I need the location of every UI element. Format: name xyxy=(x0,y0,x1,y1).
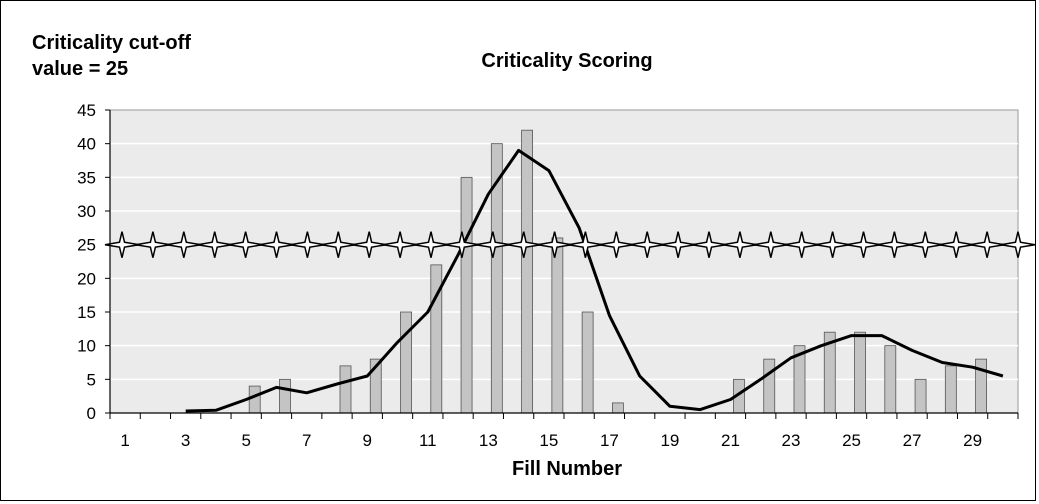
y-axis-ticks: 0 5 10 15 20 25 30 35 40 45 xyxy=(77,101,110,423)
x-tick-label: 11 xyxy=(419,431,437,450)
cutoff-marker xyxy=(722,231,758,258)
x-tick-label: 27 xyxy=(903,431,922,450)
bar xyxy=(944,365,957,414)
bar xyxy=(581,311,594,414)
cutoff-marker xyxy=(166,231,201,258)
x-axis-ticks: 1 3 5 7 9 11 13 15 17 19 21 23 25 27 29 xyxy=(109,413,1019,450)
cutoff-marker xyxy=(537,231,572,258)
x-tick-label: 13 xyxy=(479,431,498,450)
x-tick-label: 23 xyxy=(782,431,801,450)
cutoff-marker xyxy=(290,231,325,258)
cutoff-marker xyxy=(660,231,696,258)
cutoff-annotation-line-1: Criticality cut-off xyxy=(32,32,191,54)
cutoff-marker xyxy=(228,231,263,258)
x-tick-label: 17 xyxy=(600,431,619,450)
cutoff-marker xyxy=(321,231,356,258)
x-tick-label: 21 xyxy=(721,431,740,450)
cutoff-marker xyxy=(784,231,819,258)
cutoff-series xyxy=(104,231,1036,258)
cutoff-marker xyxy=(1000,231,1036,258)
cutoff-marker xyxy=(908,231,943,258)
y-tick-label: 40 xyxy=(77,135,96,154)
cutoff-marker xyxy=(568,231,603,258)
bar xyxy=(612,402,624,414)
x-axis-label: Fill Number xyxy=(511,458,622,480)
bar xyxy=(763,358,776,414)
cutoff-marker xyxy=(382,231,418,258)
y-tick-label: 45 xyxy=(77,101,96,120)
bar xyxy=(914,378,927,414)
bar xyxy=(279,378,291,414)
y-tick-label: 25 xyxy=(77,236,96,255)
y-tick-label: 15 xyxy=(77,303,96,322)
cutoff-marker xyxy=(753,231,788,258)
cutoff-marker xyxy=(815,231,850,258)
x-tick-label: 1 xyxy=(120,431,129,450)
y-tick-label: 30 xyxy=(77,202,96,221)
y-tick-label: 5 xyxy=(87,370,96,389)
chart-title: Criticality Scoring xyxy=(481,50,653,72)
bar xyxy=(521,129,533,414)
x-tick-label: 19 xyxy=(660,431,679,450)
bar xyxy=(854,331,866,414)
cutoff-marker xyxy=(877,231,912,258)
score-line xyxy=(185,148,1004,413)
bar xyxy=(460,176,473,414)
x-tick-label: 25 xyxy=(842,431,861,450)
plot-area xyxy=(109,109,1019,414)
x-tick-label: 29 xyxy=(963,431,982,450)
cutoff-marker xyxy=(444,231,480,258)
bar xyxy=(400,311,412,414)
x-tick-label: 3 xyxy=(181,431,190,450)
x-tick-label: 5 xyxy=(241,431,250,450)
cutoff-marker xyxy=(413,231,449,258)
x-tick-label: 15 xyxy=(539,431,558,450)
y-tick-label: 0 xyxy=(87,404,96,423)
bar xyxy=(248,385,261,414)
bar xyxy=(884,345,897,414)
cutoff-marker xyxy=(475,231,510,258)
cutoff-marker xyxy=(352,231,387,258)
cutoff-annotation-line-2: value = 25 xyxy=(32,58,129,80)
x-tick-label: 7 xyxy=(302,431,311,450)
y-tick-label: 20 xyxy=(77,269,96,288)
cutoff-marker xyxy=(135,231,171,258)
cutoff-marker xyxy=(197,231,232,258)
cutoff-marker xyxy=(939,231,974,258)
x-tick-label: 9 xyxy=(363,431,372,450)
cutoff-marker xyxy=(259,231,294,258)
cutoff-marker xyxy=(506,231,541,258)
cutoff-marker xyxy=(969,231,1005,258)
bar xyxy=(339,365,352,414)
grid-lines xyxy=(110,142,1018,381)
bar-series xyxy=(248,129,987,414)
cutoff-marker xyxy=(846,231,881,258)
cutoff-marker xyxy=(599,231,634,258)
cutoff-marker xyxy=(691,231,727,258)
y-tick-label: 10 xyxy=(77,337,96,356)
cutoff-marker xyxy=(630,231,665,258)
bar xyxy=(551,237,564,414)
y-tick-label: 35 xyxy=(77,168,96,187)
